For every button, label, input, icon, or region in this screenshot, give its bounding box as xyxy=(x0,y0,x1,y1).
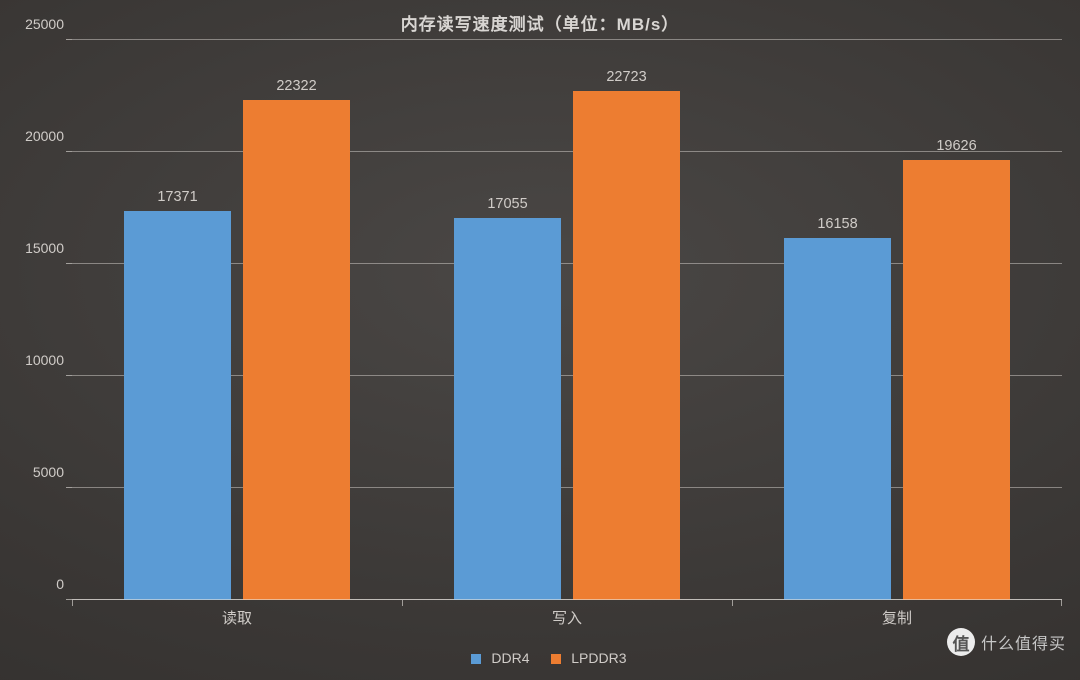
ytick-0: 0 xyxy=(10,576,64,592)
ytick-5: 25000 xyxy=(10,16,64,32)
bar-value: 22723 xyxy=(573,69,680,85)
legend-swatch-lpddr3 xyxy=(551,654,561,664)
watermark-badge-icon: 值 xyxy=(947,628,975,656)
x-axis-line xyxy=(72,599,1062,600)
ytick-4: 20000 xyxy=(10,128,64,144)
bar-value: 17055 xyxy=(454,196,561,212)
bar-lpddr3-read: 22322 xyxy=(243,100,350,600)
ytick-3: 15000 xyxy=(10,240,64,256)
bar-value: 16158 xyxy=(784,216,891,232)
bar-lpddr3-write: 22723 xyxy=(573,91,680,600)
bar-ddr4-write: 17055 xyxy=(454,218,561,600)
chart-title: 内存读写速度测试（单位：MB/s） xyxy=(0,10,1080,35)
watermark: 值 什么值得买 xyxy=(947,628,1066,656)
ytick-2: 10000 xyxy=(10,352,64,368)
legend-label-lpddr3: LPDDR3 xyxy=(571,650,626,666)
bar-ddr4-read: 17371 xyxy=(124,211,231,600)
plot-area: 0 5000 10000 15000 20000 25000 17371 223… xyxy=(72,40,1062,600)
xtick-read: 读取 xyxy=(222,607,252,628)
bar-value: 17371 xyxy=(124,189,231,205)
bar-value: 19626 xyxy=(903,138,1010,154)
bar-lpddr3-copy: 19626 xyxy=(903,160,1010,600)
watermark-text: 什么值得买 xyxy=(981,630,1066,654)
legend-swatch-ddr4 xyxy=(471,654,481,664)
legend-label-ddr4: DDR4 xyxy=(491,650,529,666)
ytick-1: 5000 xyxy=(10,464,64,480)
legend: DDR4 LPDDR3 xyxy=(0,650,1080,666)
xtick-copy: 复制 xyxy=(882,607,912,628)
xtick-write: 写入 xyxy=(552,607,582,628)
bar-ddr4-copy: 16158 xyxy=(784,238,891,600)
bar-value: 22322 xyxy=(243,78,350,94)
